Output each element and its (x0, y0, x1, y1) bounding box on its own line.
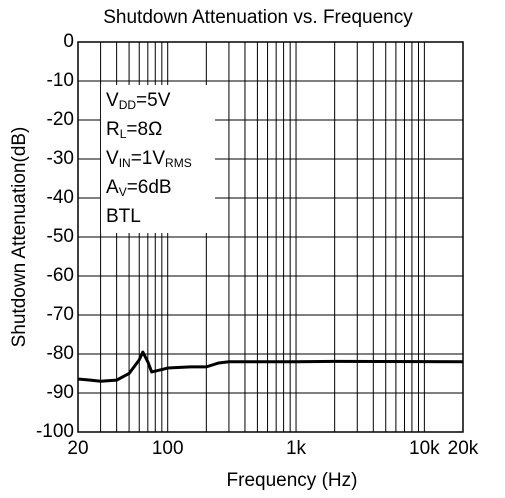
x-tick-label: 1k (286, 438, 307, 459)
y-tick-label: -60 (47, 265, 74, 286)
annotation-line: AV=6dB (106, 177, 172, 199)
plot-frame (77, 41, 464, 433)
annotation-background (101, 85, 215, 233)
subscript: RMS (165, 156, 192, 170)
y-tick-label: -10 (47, 70, 74, 91)
y-tick-label: -50 (47, 226, 74, 247)
subscript: V (119, 185, 127, 199)
annotation-text: =8Ω (126, 119, 162, 140)
y-tick-label: -30 (47, 148, 74, 169)
y-tick-label: 0 (63, 31, 74, 52)
y-tick-label: -40 (47, 187, 74, 208)
annotation-line: RL=8Ω (106, 119, 162, 141)
annotation-text: =6dB (127, 177, 172, 198)
annotation-line: VDD=5V (106, 90, 171, 112)
annotation-text: V (106, 90, 119, 111)
y-tick-label: -20 (47, 109, 74, 130)
x-tick-label: 100 (152, 438, 184, 459)
annotation-text: V (106, 148, 119, 169)
y-tick-label: -100 (36, 421, 74, 442)
x-tick-label: 10k (409, 438, 440, 459)
data-line (77, 350, 464, 383)
y-tick-label: -70 (47, 304, 74, 325)
x-axis-label: Frequency (Hz) (227, 470, 358, 491)
chart-title: Shutdown Attenuation vs. Frequency (103, 7, 413, 28)
annotation-text: =5V (136, 90, 171, 111)
annotation-text: BTL (106, 206, 141, 227)
subscript: IN (119, 156, 131, 170)
annotation-text: R (106, 119, 120, 140)
x-tick-label: 20k (448, 438, 479, 459)
subscript: L (120, 127, 127, 141)
y-axis-label: Shutdown Attenuation(dB) (9, 127, 30, 348)
annotation-text: A (106, 177, 119, 198)
y-tick-label: -80 (47, 343, 74, 364)
annotation-text: =1V (131, 148, 166, 169)
y-tick-label: -90 (47, 382, 74, 403)
annotation-line: BTL (106, 206, 141, 227)
x-tick-label: 20 (67, 438, 88, 459)
annotation-line: VIN=1VRMS (106, 148, 192, 170)
subscript: DD (119, 98, 137, 112)
